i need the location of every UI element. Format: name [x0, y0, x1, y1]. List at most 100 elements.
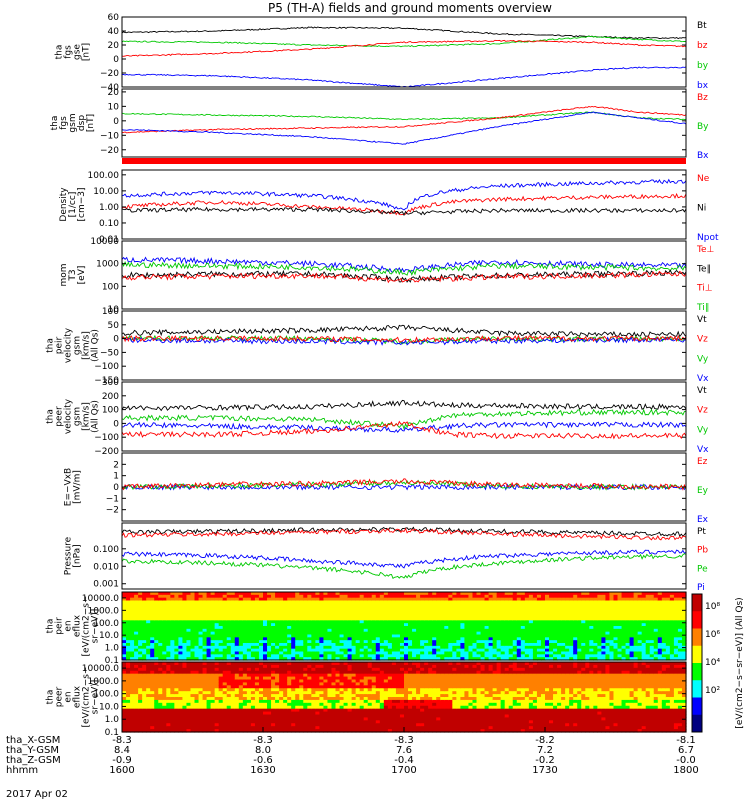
- panel-1-frame: [122, 89, 686, 157]
- legend-vz: Vz: [697, 335, 708, 345]
- legend-ti: Ti∥: [696, 303, 709, 313]
- ytick-label: −100: [94, 433, 119, 443]
- legend-vx: Vx: [697, 445, 709, 455]
- ytick-label: 0: [113, 483, 119, 493]
- ytick-label: 60: [108, 13, 120, 23]
- ytick-label: 10.0: [99, 631, 119, 641]
- ytick-label: 100: [102, 282, 119, 292]
- ytick-label: −2: [106, 506, 119, 516]
- ytick-label: 100: [102, 406, 119, 416]
- series-ne-line: [122, 194, 686, 215]
- ytick-label: 10: [108, 102, 120, 112]
- legend-ti: Ti⊥: [696, 284, 713, 294]
- legend-vy: Vy: [697, 425, 709, 435]
- ytick-label: −200: [94, 447, 119, 457]
- series-pe-line: [122, 554, 686, 579]
- ytick-label: 200: [102, 392, 119, 402]
- ytick-label: 0.100: [93, 545, 119, 555]
- legend-ey: Ey: [697, 486, 709, 496]
- ytick-label: 0.001: [93, 580, 119, 590]
- legend-ne: Ne: [697, 174, 710, 184]
- legend-pb: Pb: [697, 546, 708, 556]
- ytick-label: 1000: [96, 260, 119, 270]
- ytick-label: −20: [100, 146, 119, 156]
- ytick-label: 10.00: [93, 187, 119, 197]
- ytick-label: 1.0: [105, 644, 120, 654]
- ytick-label: −10: [100, 131, 119, 141]
- ytick-label: 10000: [90, 237, 119, 247]
- panel-4-frame: [122, 311, 686, 380]
- ylabel-line-3: [nT]: [82, 43, 92, 61]
- ytick-label: 10000.0: [82, 594, 119, 604]
- legend-vt: Vt: [697, 315, 707, 325]
- ytick-label: −1: [106, 494, 119, 504]
- series-ti-line: [122, 258, 686, 273]
- legend-ez: Ez: [697, 457, 708, 467]
- ytick-label: 40: [108, 27, 120, 37]
- legend-te: Te⊥: [696, 245, 715, 255]
- panel-9-heatmap: [122, 662, 687, 733]
- legend-vt: Vt: [697, 386, 707, 396]
- ytick-label: 100: [102, 307, 119, 317]
- series-ez-line: [122, 479, 686, 490]
- series-bx-line: [122, 112, 686, 144]
- legend-vz: Vz: [697, 406, 708, 416]
- ytick-label: 0: [113, 117, 119, 127]
- ytick-label: −100: [94, 362, 119, 372]
- panel-2-ylabel-group: Density[1/cc][cm−3]: [59, 187, 87, 222]
- series-vt-line: [122, 400, 686, 410]
- ytick-label: 1: [113, 472, 119, 482]
- ytick-label: 0: [113, 335, 119, 345]
- ylabel-line-1: [nPa]: [73, 544, 83, 567]
- ytick-label: 0: [113, 419, 119, 429]
- legend-pt: Pt: [697, 527, 706, 537]
- panel-8-heatmap: [122, 592, 687, 661]
- ytick-label: 100.00: [88, 171, 120, 181]
- ytick-label: 0: [113, 55, 119, 65]
- ylabel-line-1: [mV/m]: [73, 470, 83, 504]
- series-vx-line: [122, 422, 686, 432]
- panel-7-ylabel-group: Pressure[nPa]: [64, 536, 83, 575]
- legend-vy: Vy: [697, 354, 709, 364]
- ytick-label: −20: [100, 69, 119, 79]
- ytick-label: 50: [108, 321, 120, 331]
- ytick-label: 100.0: [93, 619, 119, 629]
- plot-title: P5 (TH-A) fields and ground moments over…: [268, 1, 552, 15]
- legend-ni: Ni: [697, 204, 706, 214]
- legend-bz: Bz: [697, 93, 708, 103]
- ylabel-line-5: (All Qs): [91, 400, 101, 433]
- legend-bz: bz: [697, 41, 708, 51]
- ytick-label: 300: [102, 378, 119, 388]
- legend-te: Te∥: [696, 264, 711, 274]
- panel-6-ylabel-group: E=−VxB[mV/m]: [64, 468, 83, 506]
- ytick-label: 20: [108, 88, 120, 98]
- series-vt-line: [122, 325, 686, 336]
- legend-bx: bx: [697, 81, 709, 91]
- legend-npot: Npot: [697, 233, 719, 243]
- legend-pe: Pe: [697, 564, 708, 574]
- ytick-label: 2: [113, 460, 119, 470]
- legend-bx: Bx: [697, 151, 709, 161]
- ylabel-line-5: (All Qs): [91, 329, 101, 362]
- panel-2: Density[1/cc][cm−3]100.0010.001.000.100.…: [59, 170, 719, 245]
- legend-pi: Pi: [697, 583, 705, 593]
- legend-by: by: [697, 61, 709, 71]
- ytick-label: −50: [100, 348, 119, 358]
